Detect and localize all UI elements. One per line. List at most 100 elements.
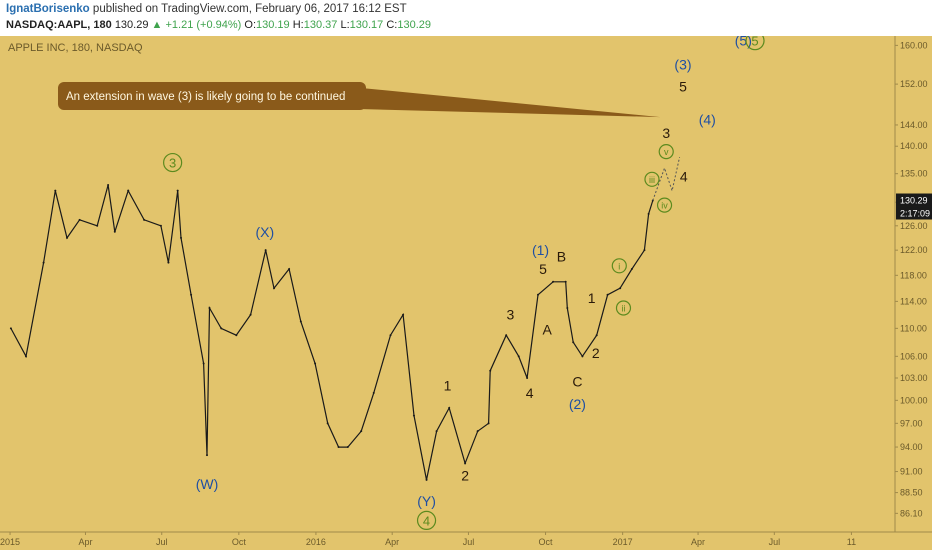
price-point — [564, 280, 567, 283]
price-point — [537, 293, 540, 296]
wave-circle — [656, 197, 673, 213]
price-point — [643, 249, 646, 252]
wave-label-text: 1 — [444, 377, 452, 393]
price-point — [202, 362, 205, 365]
price-point — [412, 414, 415, 417]
wave-label: 2 — [592, 345, 600, 361]
y-axis[interactable]: 160.00152.00144.00140.00135.00130.00126.… — [895, 40, 928, 518]
wave-label: (1) — [532, 242, 549, 258]
wave-label: ii — [615, 300, 632, 316]
price-series — [9, 183, 654, 481]
callout-pointer — [320, 84, 661, 118]
wave-circle — [163, 152, 183, 173]
wave-label: 1 — [444, 377, 452, 393]
publish-info: IgnatBorisenko published on TradingView.… — [6, 3, 407, 15]
y-tick-label: 118.00 — [900, 270, 927, 280]
price-point — [435, 430, 438, 433]
price-point — [552, 280, 555, 283]
open-label: O: — [244, 19, 257, 31]
chart-title: APPLE INC, 180, NASDAQ — [8, 42, 143, 54]
price-point — [54, 189, 57, 192]
wave-label: (4) — [699, 112, 716, 128]
wave-label-text: A — [543, 322, 553, 338]
wave-circle — [644, 171, 660, 187]
price-line — [10, 184, 654, 481]
wave-label-text: 3 — [506, 307, 514, 323]
wave-label: i — [611, 258, 627, 274]
y-tick-label: 106.00 — [900, 351, 928, 361]
wave-label: C — [572, 374, 582, 390]
wave-label: (2) — [569, 396, 586, 412]
symbol-label[interactable]: NASDAQ:AAPL, 180 — [6, 19, 112, 31]
x-tick-label: 2016 — [306, 537, 326, 547]
price-chart[interactable]: APPLE INC, 180, NASDAQ An extension in w… — [0, 36, 932, 550]
price-point — [249, 313, 252, 316]
price-point — [337, 446, 340, 449]
price-point — [630, 267, 633, 270]
publish-text: published on TradingView.com, February 0… — [92, 3, 407, 15]
low-value: 130.17 — [349, 19, 384, 31]
x-tick-label: Jul — [156, 537, 168, 547]
x-tick-label: Apr — [385, 537, 399, 547]
wave-label: 5 — [679, 79, 687, 95]
price-point — [595, 334, 598, 337]
price-point — [264, 249, 267, 252]
y-tick-label: 86.10 — [900, 508, 923, 518]
close-value: 130.29 — [397, 19, 432, 31]
wave-label-text: 4 — [423, 513, 430, 528]
wave-label: v — [658, 144, 674, 160]
wave-label-text: v — [664, 147, 669, 157]
y-tick-label: 103.00 — [900, 373, 928, 383]
y-tick-label: 110.00 — [900, 323, 927, 333]
wave-label: 3 — [163, 152, 183, 173]
author-link[interactable]: IgnatBorisenko — [6, 3, 90, 15]
wave-label-text: 2 — [592, 345, 600, 361]
chart-header: IgnatBorisenko published on TradingView.… — [0, 0, 932, 36]
wave-label: iii — [644, 171, 660, 187]
price-change: +1.21 (+0.94%) — [165, 19, 242, 31]
wave-label-text: 5 — [679, 79, 687, 95]
price-point — [176, 189, 179, 192]
wave-label-text: 1 — [588, 290, 596, 306]
x-tick-label: Apr — [691, 537, 705, 547]
wave-label-text: (1) — [532, 242, 549, 258]
wave-label: 4 — [526, 385, 534, 401]
y-tick-label: 122.00 — [900, 245, 928, 255]
price-point — [288, 267, 291, 270]
price-badge-bg — [896, 193, 932, 207]
wave-label: iv — [656, 197, 673, 213]
wave-label-text: (W) — [196, 476, 219, 492]
callout-text: An extension in wave (3) is likely going… — [66, 91, 345, 103]
wave-circle — [615, 300, 632, 316]
x-tick-label: 2015 — [0, 537, 20, 547]
price-badge: 130.29 — [900, 196, 928, 206]
x-axis[interactable]: 2015 Apr Jul Oct 2016 Apr Jul Oct 2017 Apr Jul 11 — [0, 532, 856, 547]
price-point — [167, 261, 170, 264]
wave-circle — [416, 510, 437, 531]
price-point — [572, 341, 575, 344]
price-point — [9, 327, 12, 330]
price-point — [489, 369, 492, 372]
projection-line — [652, 156, 681, 201]
price-point — [205, 454, 208, 457]
wave-label-text: B — [557, 248, 566, 264]
y-tick-label: 135.00 — [900, 169, 928, 179]
y-tick-label: 94.00 — [900, 442, 923, 452]
wave-label-text: (X) — [255, 224, 274, 240]
price-point — [346, 446, 349, 449]
y-tick-label: 91.00 — [900, 467, 923, 477]
y-tick-label: 126.00 — [900, 221, 928, 231]
wave-label-text: (3) — [674, 57, 691, 73]
price-point — [476, 430, 479, 433]
price-point — [402, 313, 405, 316]
price-point — [360, 430, 363, 433]
wave-label: (5) — [735, 36, 752, 49]
price-point — [190, 293, 193, 296]
time-badge: 2:17:09 — [900, 209, 930, 219]
wave-label-text: 5 — [751, 36, 758, 49]
x-tick-label: Jul — [463, 537, 475, 547]
y-tick-label: 88.50 — [900, 488, 923, 498]
last-price: 130.29 — [114, 19, 149, 31]
wave-label-text: C — [572, 374, 582, 390]
chart-area[interactable]: APPLE INC, 180, NASDAQ An extension in w… — [0, 36, 932, 550]
